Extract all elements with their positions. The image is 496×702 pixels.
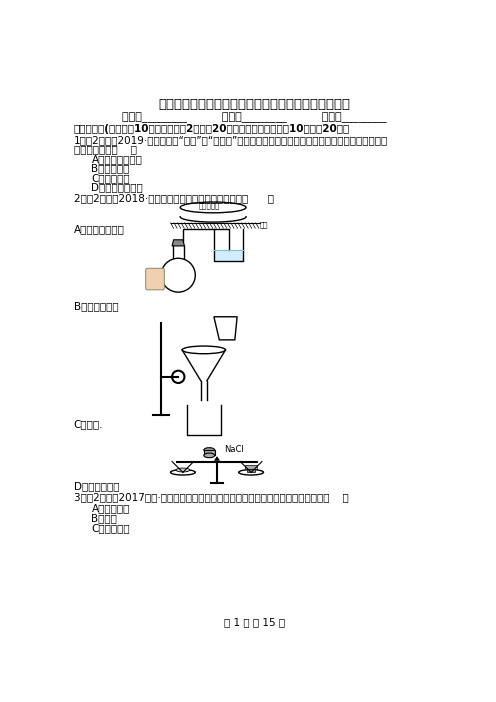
Text: D．佤家米酒酿造: D．佤家米酒酿造 [91, 182, 143, 192]
Text: 第 1 页 八 15 页: 第 1 页 八 15 页 [224, 617, 285, 627]
Text: A．蕃发皿的放置: A．蕃发皿的放置 [73, 225, 124, 234]
Bar [245, 465, 257, 469]
Text: 1．（2分）（2019·遵义模拟）“澺戏”和“三孔台”是我国的国家级非物质文化遗产，下列民俗文化中蕴含: 1．（2分）（2019·遵义模拟）“澺戏”和“三孔台”是我国的国家级非物质文化遗… [73, 135, 388, 145]
Bar [204, 450, 215, 456]
Text: A．二氧化碳: A．二氧化碳 [91, 503, 130, 513]
Text: 一、选择题(本大题入10小题，每小邘2分，入20分，每小题给出的（入10题；入20分）: 一、选择题(本大题入10小题，每小邘2分，入20分，每小题给出的（入10题；入2… [73, 124, 350, 134]
Text: A．澺戏面具制作: A．澺戏面具制作 [91, 154, 142, 164]
Polygon shape [214, 456, 220, 461]
Text: 姓名：________          班级：________          成绩：________: 姓名：________ 班级：________ 成绩：________ [122, 112, 386, 123]
Text: 3．（2分）（2017九上·扬州月考）空气是一种宝贵的自然资源，其中含量最多的是（    ）: 3．（2分）（2017九上·扬州月考）空气是一种宝贵的自然资源，其中含量最多的是… [73, 492, 348, 503]
Text: D．称量氯化钙: D．称量氯化钙 [73, 481, 119, 491]
Text: B．检查气密性: B．检查气密性 [73, 301, 118, 312]
Text: 酒精灯火焰: 酒精灯火焰 [198, 202, 220, 208]
Polygon shape [172, 240, 185, 246]
Text: NaCl: NaCl [224, 444, 244, 453]
Bar [214, 250, 244, 261]
FancyBboxPatch shape [146, 268, 164, 290]
Text: 化学变化的是（    ）: 化学变化的是（ ） [73, 145, 136, 154]
Text: C．古墓石雕: C．古墓石雕 [91, 173, 130, 183]
Text: 鐵圈: 鐵圈 [259, 221, 268, 228]
Ellipse shape [176, 468, 190, 472]
Ellipse shape [204, 453, 215, 458]
Text: B．氮气: B．氮气 [91, 513, 118, 523]
Text: C．稀有气体: C．稀有气体 [91, 523, 130, 533]
Bar [247, 469, 255, 472]
Text: C．过滤.: C．过滤. [73, 419, 103, 429]
Text: 2．（2分）（2018·益阳）下列基本实验操作正确的是（      ）: 2．（2分）（2018·益阳）下列基本实验操作正确的是（ ） [73, 193, 274, 203]
Text: 大理白族自治州祥云县九年级上学期化学期中考试试卷: 大理白族自治州祥云县九年级上学期化学期中考试试卷 [158, 98, 350, 111]
Ellipse shape [204, 448, 215, 452]
Text: B．高台舞狮: B．高台舞狮 [91, 164, 130, 173]
